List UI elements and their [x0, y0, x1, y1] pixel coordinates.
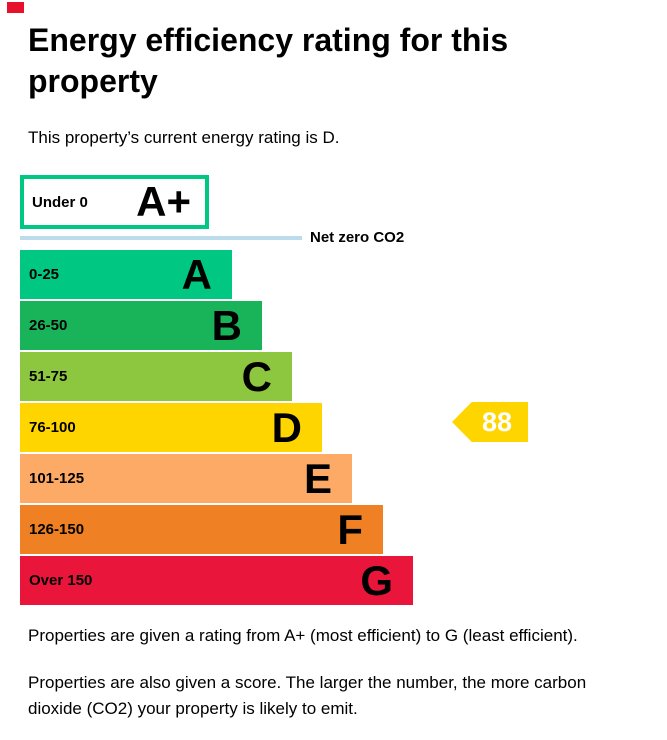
band-a-plus-range: Under 0: [32, 193, 88, 211]
band-range-label: Over 150: [29, 572, 93, 589]
current-score-pointer: 88: [452, 402, 528, 442]
net-zero-line: [20, 236, 302, 240]
band-d: 76-100 D: [20, 403, 322, 452]
band-b: 26-50 B: [20, 301, 262, 350]
band-range-label: 51-75: [29, 368, 68, 385]
current-score-value: 88: [481, 406, 513, 437]
band-c: 51-75 C: [20, 352, 292, 401]
band-a-plus: Under 0 A+: [20, 175, 209, 229]
band-letter: G: [360, 556, 393, 604]
page-title: Energy efficiency rating for this proper…: [28, 22, 509, 99]
band-range-label: 126-150: [29, 521, 85, 538]
current-rating-text: This property’s current energy rating is…: [28, 128, 340, 147]
band-letter: B: [211, 301, 242, 349]
band-range-label: 26-50: [29, 317, 68, 334]
band-letter: D: [271, 403, 302, 451]
net-zero-label: Net zero CO2: [310, 229, 405, 246]
band-letter: A: [181, 250, 212, 298]
band-range-label: 76-100: [29, 419, 76, 436]
band-letter: E: [303, 454, 332, 502]
footer-rating-note: Properties are given a rating from A+ (m…: [28, 626, 578, 645]
band-f: 126-150 F: [20, 505, 383, 554]
band-range-label: 101-125: [29, 470, 85, 487]
band-g: Over 150 G: [20, 556, 413, 605]
band-letter: F: [337, 505, 363, 553]
band-e: 101-125 E: [20, 454, 352, 503]
red-corner-marker: [7, 2, 24, 13]
rating-bands: 0-25 A 26-50 B 51-75 C 76-100 D 101-125 …: [20, 250, 413, 607]
footer-score-note: Properties are also given a score. The l…: [28, 673, 587, 718]
band-a-plus-letter: A+: [136, 178, 191, 225]
band-a: 0-25 A: [20, 250, 232, 299]
band-range-label: 0-25: [29, 266, 60, 283]
band-letter: C: [241, 352, 272, 400]
